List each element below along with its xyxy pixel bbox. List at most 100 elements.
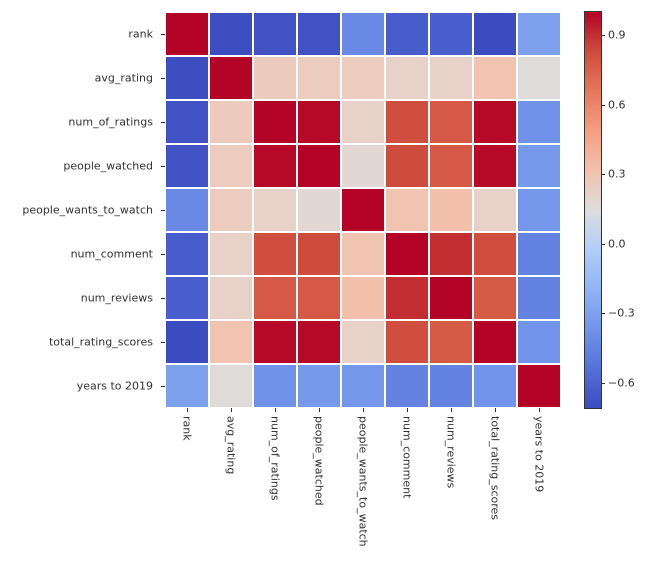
heatmap-cell	[473, 12, 517, 56]
heatmap-cell	[297, 12, 341, 56]
heatmap-cell	[297, 364, 341, 408]
y-tick	[161, 254, 165, 255]
y-axis-label: num_reviews	[0, 292, 153, 305]
heatmap-cell	[517, 232, 561, 276]
heatmap-cell	[297, 100, 341, 144]
colorbar-tick	[601, 105, 605, 106]
y-tick	[161, 34, 165, 35]
heatmap-cell	[517, 144, 561, 188]
y-axis-label: years to 2019	[0, 380, 153, 393]
colorbar-tick-label: 0.6	[608, 98, 626, 111]
x-tick	[495, 408, 496, 412]
heatmap-cell	[341, 188, 385, 232]
heatmap-cell	[341, 320, 385, 364]
x-axis-label: years to 2019	[533, 416, 546, 492]
y-axis-label: num_of_ratings	[0, 116, 153, 129]
colorbar: 0.90.60.30.0−0.3−0.6	[585, 12, 601, 408]
heatmap-cell	[385, 364, 429, 408]
x-axis-label: num_of_ratings	[269, 416, 282, 501]
y-tick	[161, 166, 165, 167]
x-tick	[539, 408, 540, 412]
heatmap-cell	[165, 188, 209, 232]
heatmap-cell	[165, 364, 209, 408]
colorbar-tick-label: 0.3	[608, 168, 626, 181]
heatmap-cell	[341, 56, 385, 100]
heatmap-cell	[385, 100, 429, 144]
heatmap-cell	[341, 12, 385, 56]
colorbar-tick-label: −0.6	[608, 376, 635, 389]
heatmap-cell	[297, 276, 341, 320]
heatmap-cell	[253, 188, 297, 232]
heatmap-cell	[473, 364, 517, 408]
heatmap-cell	[297, 320, 341, 364]
heatmap-cell	[165, 100, 209, 144]
heatmap-cell	[341, 232, 385, 276]
heatmap-cell	[209, 364, 253, 408]
x-axis-label: num_comment	[401, 416, 414, 498]
x-tick	[187, 408, 188, 412]
heatmap-cell	[209, 144, 253, 188]
heatmap-cell	[165, 232, 209, 276]
heatmap-cell	[253, 12, 297, 56]
heatmap-cell	[209, 276, 253, 320]
y-axis-label: num_comment	[0, 248, 153, 261]
y-tick	[161, 210, 165, 211]
heatmap-cell	[517, 12, 561, 56]
x-tick	[407, 408, 408, 412]
x-axis-label: total_rating_scores	[489, 416, 502, 520]
heatmap-cell	[297, 232, 341, 276]
heatmap-cell	[385, 188, 429, 232]
x-tick	[451, 408, 452, 412]
heatmap-cell	[473, 100, 517, 144]
heatmap-cell	[429, 188, 473, 232]
heatmap-cell	[165, 276, 209, 320]
heatmap-cell	[385, 144, 429, 188]
x-tick	[363, 408, 364, 412]
heatmap-cell	[385, 12, 429, 56]
heatmap-cell	[297, 56, 341, 100]
heatmap-cell	[253, 364, 297, 408]
heatmap-cell	[517, 188, 561, 232]
heatmap-cell	[297, 144, 341, 188]
heatmap-cell	[385, 232, 429, 276]
heatmap-cell	[209, 56, 253, 100]
heatmap-cell	[165, 144, 209, 188]
x-tick	[231, 408, 232, 412]
y-axis-label: total_rating_scores	[0, 336, 153, 349]
heatmap-cell	[297, 188, 341, 232]
heatmap-cell	[517, 100, 561, 144]
heatmap-cell	[429, 276, 473, 320]
y-tick	[161, 78, 165, 79]
colorbar-gradient	[585, 12, 601, 408]
heatmap-cell	[341, 100, 385, 144]
heatmap-cell	[429, 56, 473, 100]
heatmap-cell	[253, 144, 297, 188]
colorbar-tick-label: 0.9	[608, 29, 626, 42]
heatmap-cell	[209, 100, 253, 144]
colorbar-tick	[601, 313, 605, 314]
colorbar-tick-label: −0.3	[608, 307, 635, 320]
colorbar-tick	[601, 383, 605, 384]
x-tick	[319, 408, 320, 412]
y-tick	[161, 122, 165, 123]
heatmap-cell	[429, 232, 473, 276]
heatmap-cell	[429, 12, 473, 56]
y-axis-label: rank	[0, 28, 153, 41]
x-axis-label: rank	[181, 416, 194, 441]
y-tick	[161, 342, 165, 343]
heatmap-cell	[209, 232, 253, 276]
x-axis-label: avg_rating	[225, 416, 238, 474]
heatmap-cell	[341, 364, 385, 408]
x-axis-label: num_reviews	[445, 416, 458, 488]
colorbar-tick	[601, 35, 605, 36]
heatmap-cell	[473, 320, 517, 364]
heatmap-cell	[165, 320, 209, 364]
heatmap-cell	[517, 56, 561, 100]
heatmap-cell	[253, 232, 297, 276]
heatmap-cell	[165, 12, 209, 56]
heatmap-cell	[253, 320, 297, 364]
figure: 0.90.60.30.0−0.3−0.6 rank avg_rating num_o…	[0, 0, 652, 576]
heatmap-cell	[385, 56, 429, 100]
heatmap-cell	[517, 276, 561, 320]
heatmap-cell	[517, 364, 561, 408]
